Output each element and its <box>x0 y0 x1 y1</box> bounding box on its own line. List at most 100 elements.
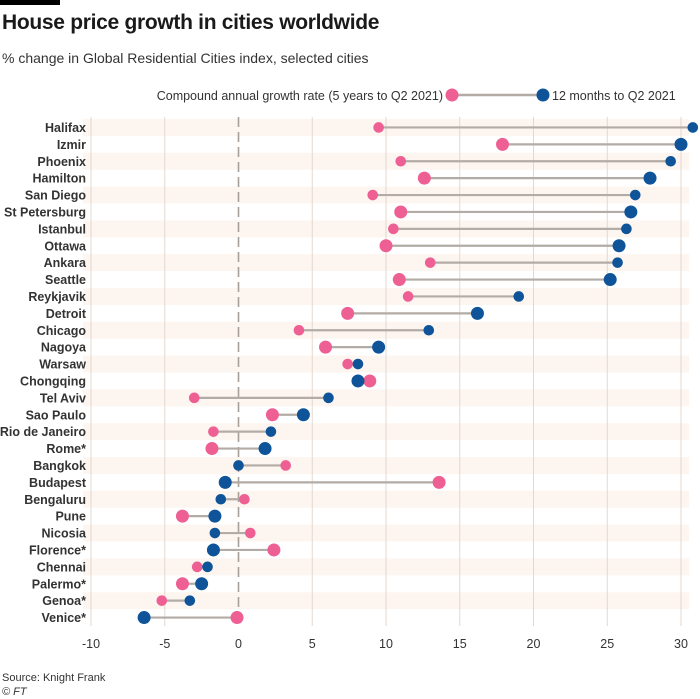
copyright: © FT <box>2 686 27 698</box>
cagr-point <box>367 189 379 201</box>
city-label: Hamilton <box>33 172 86 186</box>
gridlines <box>90 117 682 626</box>
yoy-point <box>215 493 227 505</box>
cagr-point <box>395 155 407 167</box>
legend-yoy-label: 12 months to Q2 2021 <box>552 89 676 103</box>
cagr-point <box>267 543 281 557</box>
city-label: Pune <box>55 510 86 524</box>
yoy-point <box>258 442 272 456</box>
city-label: Bangkok <box>33 459 86 473</box>
x-tick-label: 5 <box>309 637 316 651</box>
cagr-point <box>230 611 244 625</box>
city-label: Nicosia <box>42 527 88 541</box>
city-label: Palermo* <box>32 577 86 591</box>
city-label: St Petersburg <box>4 205 86 219</box>
yoy-point <box>265 426 277 437</box>
yoy-point <box>687 122 699 133</box>
yoy-point <box>612 257 623 268</box>
source-note: Source: Knight Frank <box>2 672 106 684</box>
cagr-point <box>373 122 384 133</box>
yoy-point <box>195 577 209 591</box>
x-tick-label: 20 <box>527 637 541 651</box>
yoy-point <box>323 392 334 404</box>
yoy-point <box>513 291 525 302</box>
yoy-point <box>137 611 151 625</box>
cagr-point <box>432 475 446 489</box>
yoy-point <box>603 273 617 287</box>
cagr-point <box>379 239 393 253</box>
yoy-point <box>351 374 365 388</box>
city-label: Seattle <box>45 273 86 287</box>
yoy-point <box>643 171 657 185</box>
cagr-point <box>402 291 414 302</box>
yoy-point <box>296 408 310 422</box>
city-label: Genoa* <box>42 594 86 608</box>
city-label: Izmir <box>57 138 86 152</box>
yoy-point <box>209 527 221 539</box>
city-label: Rome* <box>46 442 86 456</box>
x-tick-label: 10 <box>379 637 393 651</box>
yoy-point <box>423 324 435 336</box>
yoy-point <box>352 358 364 370</box>
cagr-point <box>239 493 250 505</box>
cagr-point <box>293 324 305 336</box>
chart-title: House price growth in cities worldwide <box>2 11 380 34</box>
yoy-point <box>372 340 386 354</box>
cagr-point <box>363 374 377 388</box>
cagr-point <box>205 442 219 456</box>
yoy-point <box>624 205 638 219</box>
city-label: Rio de Janeiro <box>0 425 86 439</box>
city-labels: Halifax Izmir Phoenix Hamilton San Diego St P… <box>0 121 87 625</box>
yoy-point <box>208 509 222 523</box>
cagr-point <box>156 595 168 606</box>
city-label: Sao Paulo <box>26 408 87 422</box>
city-label: Ottawa <box>44 239 87 253</box>
city-label: Tel Aviv <box>40 391 86 405</box>
legend-cagr-marker <box>445 88 459 102</box>
cagr-point <box>191 561 203 573</box>
cagr-point <box>424 257 436 268</box>
city-label: Istanbul <box>38 222 86 236</box>
cagr-point <box>341 306 355 320</box>
city-label: Bengaluru <box>24 493 86 507</box>
cagr-point <box>265 408 279 422</box>
cagr-point <box>392 273 406 287</box>
cagr-point <box>175 577 189 591</box>
yoy-point <box>184 595 196 606</box>
city-label: Detroit <box>46 307 87 321</box>
city-label: Florence* <box>29 543 86 557</box>
cagr-point <box>208 426 219 437</box>
cagr-point <box>342 358 353 370</box>
yoy-point <box>470 306 484 320</box>
city-label: Ankara <box>44 256 87 270</box>
yoy-point <box>612 239 626 253</box>
cagr-point <box>245 527 256 539</box>
city-label: Venice* <box>42 611 87 625</box>
yoy-point <box>629 189 641 201</box>
yoy-point <box>202 561 213 573</box>
city-label: Nagoya <box>41 341 87 355</box>
legend-cagr-label: Compound annual growth rate (5 years to … <box>157 89 443 103</box>
cagr-point <box>188 392 200 404</box>
yoy-point <box>621 223 632 235</box>
x-tick-label: 25 <box>600 637 614 651</box>
city-label: Chicago <box>37 324 87 338</box>
x-tick-label: -5 <box>159 637 170 651</box>
city-label: Phoenix <box>37 155 86 169</box>
cagr-point <box>388 223 399 235</box>
cagr-point <box>175 509 189 523</box>
x-tick-label: 30 <box>674 637 688 651</box>
cagr-point <box>496 137 510 151</box>
legend: Compound annual growth rate (5 years to … <box>157 88 676 103</box>
city-label: San Diego <box>25 189 86 203</box>
yoy-point <box>218 475 232 489</box>
city-label: Chongqing <box>20 374 86 388</box>
city-label: Warsaw <box>39 358 86 372</box>
cagr-point <box>394 205 408 219</box>
cagr-point <box>319 340 333 354</box>
x-tick-label: 15 <box>453 637 467 651</box>
cagr-point <box>280 460 292 471</box>
x-tick-label: -10 <box>82 637 100 651</box>
x-tick-label: 0 <box>235 637 242 651</box>
